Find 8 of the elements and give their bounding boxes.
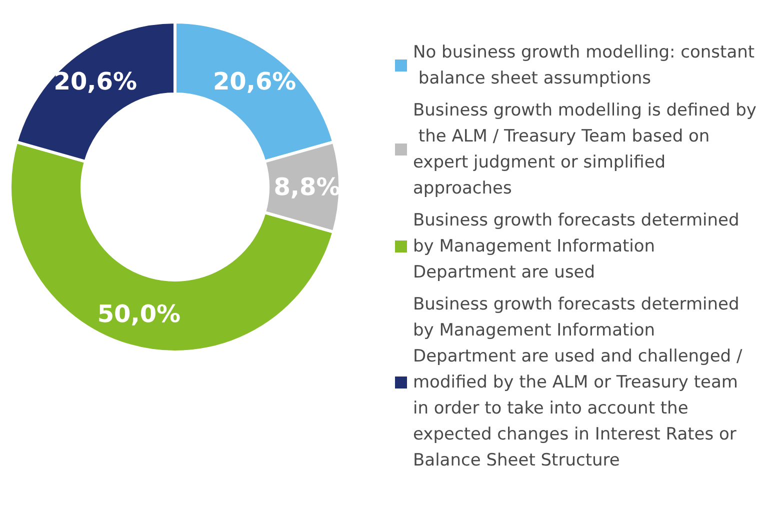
data-label: 50,0% bbox=[97, 300, 181, 328]
legend-label: Business growth forecasts determined by Management Information Department are used and challenged / modified by the ALM or Treasury team in order to take into account the expected changes in Interest Rates or Balance Sheet Structure bbox=[413, 294, 748, 470]
data-label: 8,8% bbox=[274, 173, 340, 201]
legend-label: Business growth modelling is defined by the ALM / Treasury Team based on expert judgment or simplified approaches bbox=[413, 100, 756, 198]
data-label: 20,6% bbox=[212, 68, 296, 96]
data-label: 20,6% bbox=[54, 68, 138, 96]
legend-label: No business growth modelling: constant balance sheet assumptions bbox=[413, 42, 755, 88]
legend-label: Business growth forecasts determined by Management Information Department are used bbox=[413, 210, 745, 282]
